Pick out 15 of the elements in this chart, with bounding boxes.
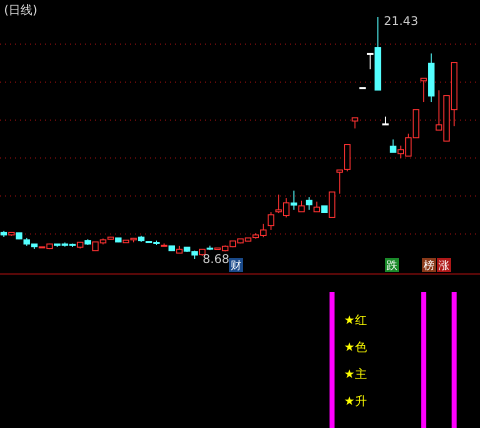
candlestick [268,212,274,230]
candlestick [306,196,312,210]
annotation: 榜 [424,259,434,272]
chart-title: (日线) [4,3,38,17]
annotation: ★升 [344,394,367,408]
annotation: 财 [230,259,242,272]
annotation: ★主 [344,367,367,381]
candlestick [290,190,298,210]
annotation: ★色 [344,340,367,354]
annotation: 涨 [438,259,450,272]
annotation: 跌 [386,259,398,272]
annotation: 21.43 [384,14,418,28]
annotation: ★红 [344,313,367,327]
annotation: 8.68 [202,252,230,266]
candlestick [428,52,435,103]
